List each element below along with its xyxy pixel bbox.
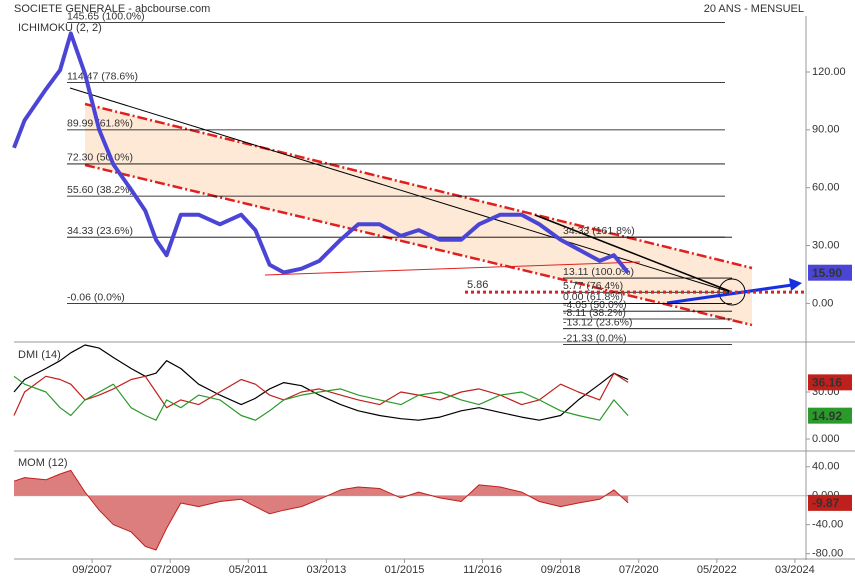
fib-label: 55.60 (38.2%) (67, 184, 133, 196)
y-tick-label: 90.00 (812, 124, 840, 136)
fib-label: -0.06 (0.0%) (67, 291, 125, 303)
value-badge (808, 407, 852, 424)
chart-subtitle: 20 ANS - MENSUEL (704, 3, 804, 15)
y-tick-label: -40.00 (812, 519, 843, 531)
y-tick-label: 0.000 (812, 433, 840, 445)
value-badge-label: 15.90 (812, 266, 842, 280)
fib-label: 34.33 (161.8%) (563, 225, 635, 237)
channel-top (84, 102, 753, 270)
x-tick-label: 09/2018 (541, 564, 581, 576)
line (13, 469, 629, 551)
y-tick-label: -80.00 (812, 548, 843, 560)
area (14, 470, 629, 550)
channel-fill (85, 104, 752, 325)
x-tick-label: 09/2007 (72, 564, 112, 576)
arrow-head (789, 278, 802, 291)
line (13, 344, 629, 421)
x-tick-label: 05/2011 (229, 564, 268, 576)
line (13, 375, 629, 421)
fib-label: -21.33 (0.0%) (563, 332, 627, 344)
arrow-line (666, 283, 793, 305)
channel-bottom (84, 163, 753, 327)
fib-label: 89.99 (61.8%) (67, 118, 133, 130)
fib-label: 0.00 (61.8%) (563, 291, 623, 303)
panel-label: ICHIMOKU (2, 2) (18, 22, 102, 34)
fib-label: 72.30 (50.0%) (67, 152, 133, 164)
panel-label: MOM (12) (18, 457, 68, 469)
fib-label: 114.47 (78.6%) (67, 70, 138, 82)
x-tick-label: 07/2020 (619, 564, 659, 576)
trend-line-2 (534, 214, 733, 293)
trend-line (69, 87, 731, 293)
fib-label: -13.12 (23.6%) (563, 316, 632, 328)
x-tick-label: 03/2013 (306, 564, 346, 576)
x-tick-label: 11/2016 (463, 564, 502, 576)
x-tick-label: 03/2024 (775, 564, 815, 576)
y-tick-label: 120.00 (812, 66, 846, 78)
x-tick-label: 05/2022 (697, 564, 737, 576)
fib-label: 145.65 (100.0%) (67, 10, 145, 22)
value-badge-label: 14.92 (812, 409, 842, 423)
panel-label: DMI (14) (18, 349, 61, 361)
x-tick-label: 01/2015 (385, 564, 425, 576)
support-line (264, 261, 641, 276)
fib-label: 5.77 (76.4%) (563, 280, 623, 292)
value-badge (808, 494, 852, 511)
fib-label: -8.11 (38.2%) (563, 307, 626, 319)
value-badge (808, 264, 852, 281)
x-tick-label: 07/2009 (150, 564, 190, 576)
y-tick-label: 30.00 (812, 239, 840, 251)
y-tick-label: 40.00 (812, 461, 840, 473)
y-tick-label: 0.00 (812, 297, 833, 309)
y-tick-label: 60.00 (812, 182, 840, 194)
value-badge-label: -9.87 (812, 496, 840, 510)
fib-label: -4.05 (50.0%) (563, 299, 627, 311)
chart-title: SOCIETE GENERALE - abcbourse.com (14, 3, 210, 15)
fib-label: 34.33 (23.6%) (67, 225, 133, 237)
level-label: 5.86 (467, 279, 488, 291)
line (12, 31, 630, 275)
value-badge (808, 374, 852, 391)
value-badge-label: 36.16 (812, 376, 842, 390)
fib-label: 13.11 (100.0%) (563, 266, 634, 278)
